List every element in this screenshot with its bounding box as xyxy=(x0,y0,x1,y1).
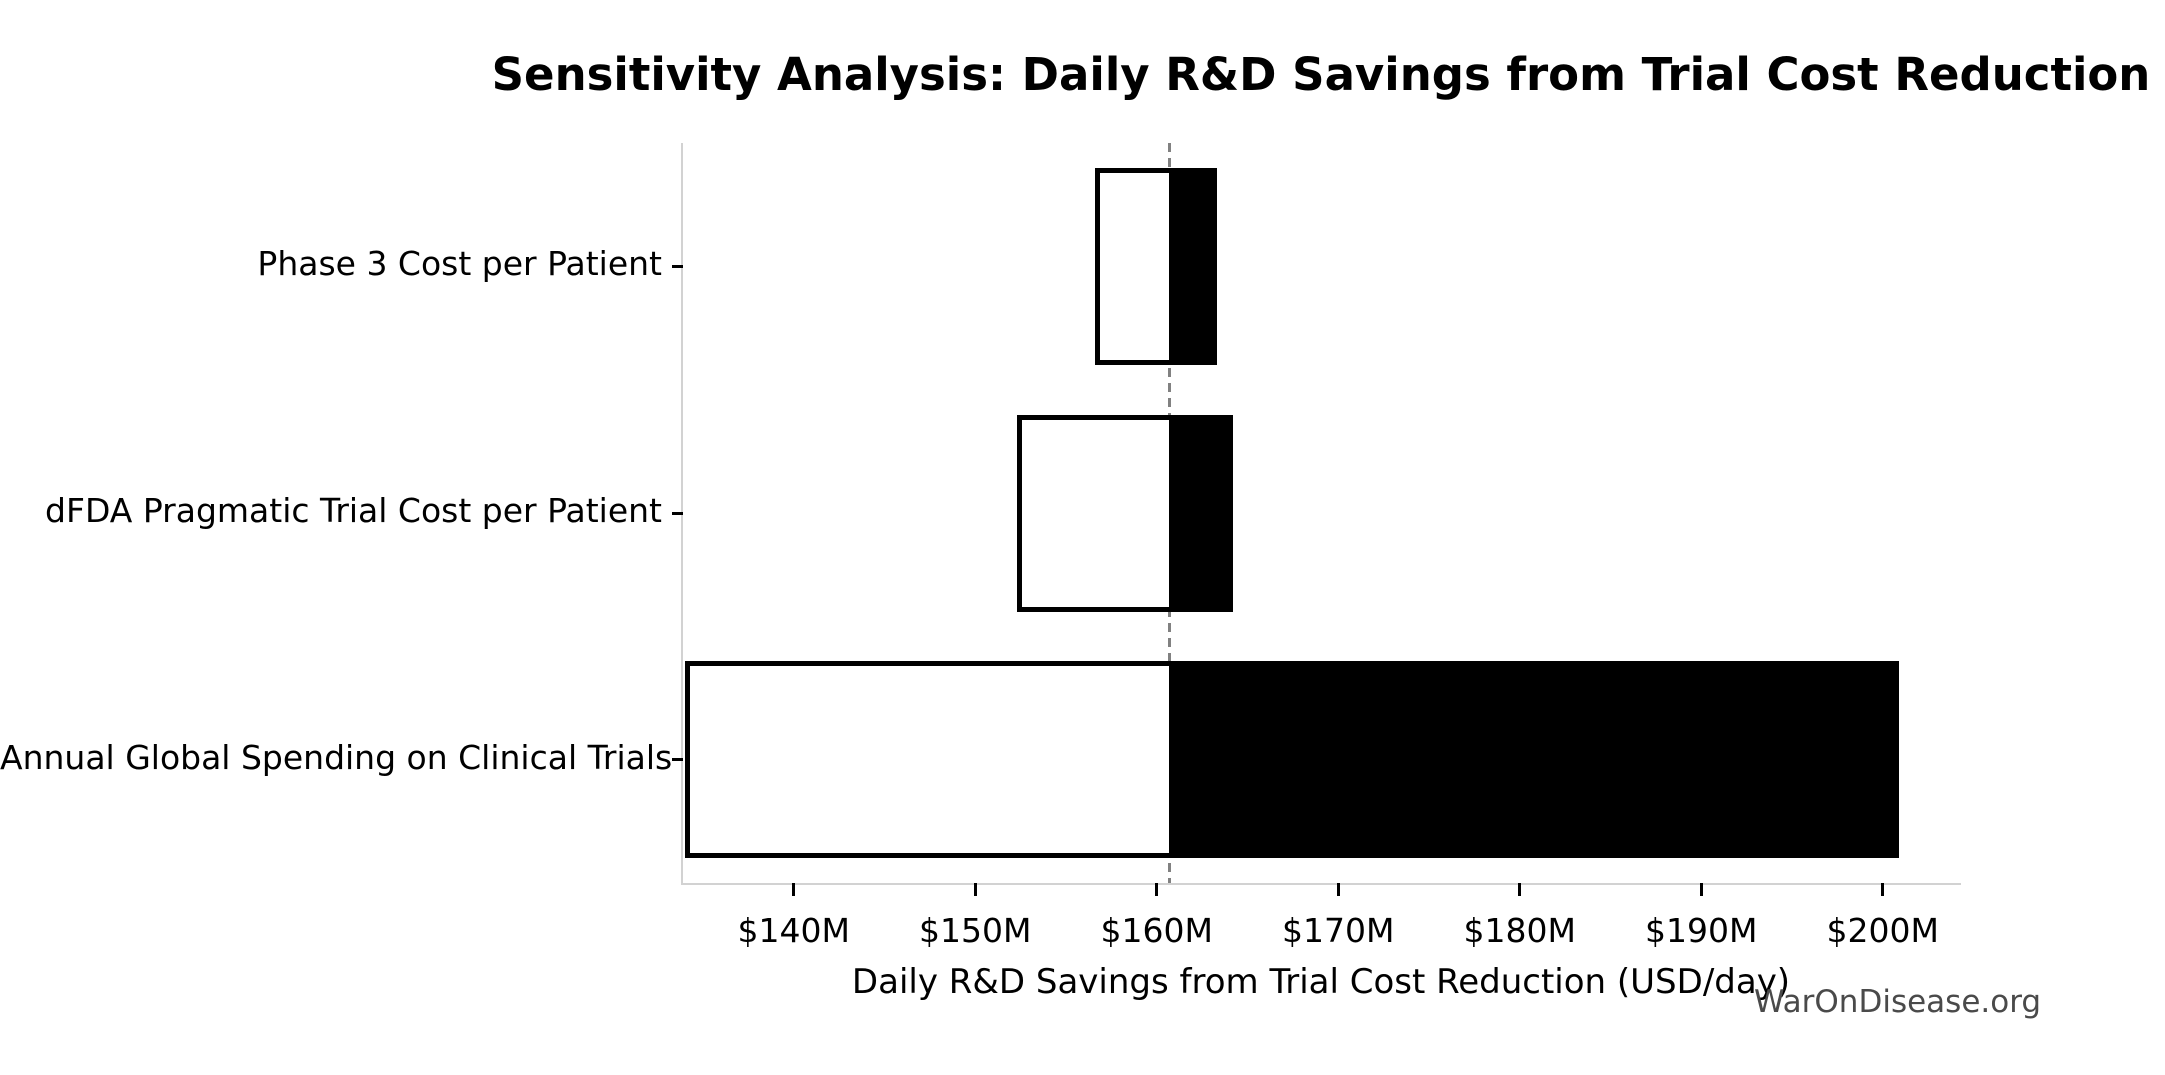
x-tick-label: $200M xyxy=(1826,911,1939,950)
bar-high-segment xyxy=(1169,661,1900,859)
chart-title: Sensitivity Analysis: Daily R&D Savings … xyxy=(491,48,2151,101)
x-tick-label: $170M xyxy=(1282,911,1395,950)
y-tick xyxy=(672,758,683,762)
y-tick-label: Phase 3 Cost per Patient xyxy=(257,244,662,284)
x-tick xyxy=(973,883,977,896)
x-tick xyxy=(1518,883,1522,896)
bar-row xyxy=(1095,167,1217,365)
y-tick xyxy=(672,264,683,268)
x-tick xyxy=(1699,883,1703,896)
bar-high-segment xyxy=(1169,414,1233,612)
plot-area xyxy=(672,143,1959,896)
x-tick-label: $180M xyxy=(1463,911,1576,950)
x-tick-label: $190M xyxy=(1645,911,1758,950)
x-tick-label: $140M xyxy=(737,911,850,950)
x-tick xyxy=(1881,883,1885,896)
x-tick xyxy=(1155,883,1159,896)
bar-row xyxy=(1016,414,1233,612)
x-tick xyxy=(792,883,796,896)
watermark: WarOnDisease.org xyxy=(1754,984,2042,1020)
x-axis-spine xyxy=(681,883,1961,885)
y-tick xyxy=(672,511,683,515)
bar-high-segment xyxy=(1169,167,1217,365)
x-tick-label: $160M xyxy=(1100,911,1213,950)
bar-row xyxy=(684,661,1900,859)
y-tick-label: Annual Global Spending on Clinical Trial… xyxy=(0,737,673,777)
x-axis-label: Daily R&D Savings from Trial Cost Reduct… xyxy=(851,962,1791,1002)
x-tick xyxy=(1336,883,1340,896)
x-tick-label: $150M xyxy=(918,911,1032,950)
y-tick-label: dFDA Pragmatic Trial Cost per Patient xyxy=(45,491,662,530)
